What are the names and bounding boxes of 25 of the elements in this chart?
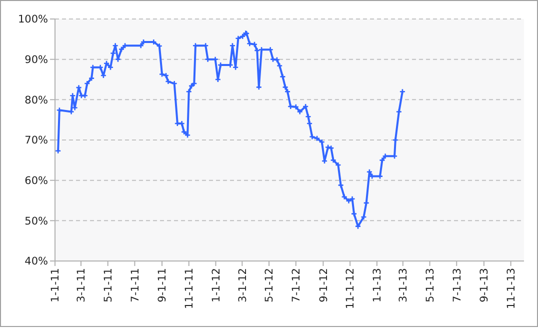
x-tick-label: 11-1-12 xyxy=(344,268,357,309)
x-tick-label: 3-1-11 xyxy=(76,268,88,302)
x-tick-label: 9-1-11 xyxy=(156,268,169,302)
x-tick-label: 3-1-13 xyxy=(398,268,410,302)
y-tick-label: 70% xyxy=(24,134,48,147)
x-tick-label: 1-1-12 xyxy=(210,268,222,302)
x-tick-label: 3-1-12 xyxy=(236,268,249,302)
x-tick-label: 7-1-12 xyxy=(290,268,303,302)
x-tick-label: 9-1-13 xyxy=(478,268,491,302)
x-tick-label: 5-1-12 xyxy=(264,268,276,302)
y-tick-label: 40% xyxy=(24,256,48,268)
y-tick-label: 90% xyxy=(24,54,48,66)
x-tick-label: 7-1-13 xyxy=(451,268,464,302)
x-tick-label: 11-1-13 xyxy=(505,268,518,309)
y-tick-label: 80% xyxy=(24,94,48,106)
y-tick-label: 60% xyxy=(24,175,48,188)
y-tick-label: 100% xyxy=(18,14,48,26)
x-tick-label: 9-1-12 xyxy=(318,268,330,302)
y-tick-label: 50% xyxy=(24,215,48,228)
x-tick-label: 1-1-13 xyxy=(372,268,384,302)
x-tick-label: 11-1-11 xyxy=(184,268,196,309)
x-tick-label: 1-1-11 xyxy=(50,268,62,302)
x-tick-label: 7-1-11 xyxy=(129,268,142,302)
x-tick-label: 5-1-13 xyxy=(424,268,436,302)
x-tick-label: 5-1-11 xyxy=(102,268,115,302)
